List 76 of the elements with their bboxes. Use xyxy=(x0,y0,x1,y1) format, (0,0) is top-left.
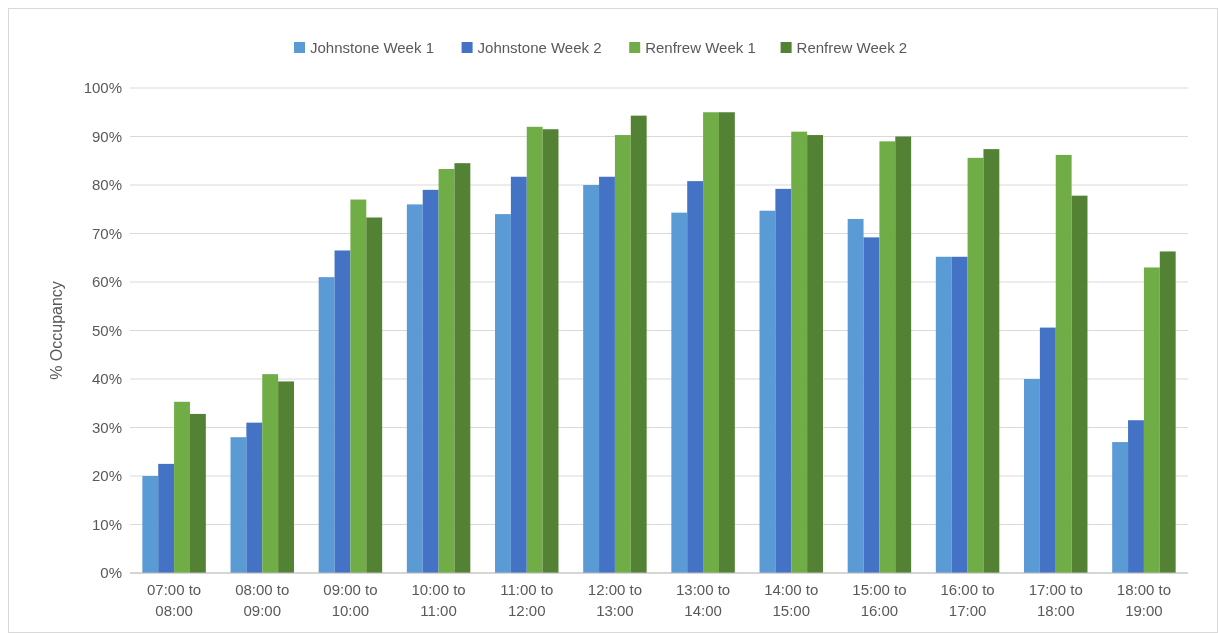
bar xyxy=(703,112,719,573)
bar xyxy=(334,250,351,573)
y-tick-label: 70% xyxy=(91,224,122,242)
y-tick-label: 60% xyxy=(91,273,122,291)
x-tick-label: 07:00 to 08:00 xyxy=(146,581,202,619)
bar xyxy=(366,217,383,573)
bar xyxy=(687,181,704,573)
y-tick-label: 20% xyxy=(91,467,122,485)
bar xyxy=(495,214,511,573)
bar xyxy=(526,126,543,573)
bar xyxy=(807,135,823,573)
x-tick-label: 15:00 to 16:00 xyxy=(852,581,907,619)
bar xyxy=(614,135,631,573)
x-tick-label: 17:00 to 18:00 xyxy=(1028,581,1083,619)
legend-label: Renfrew Week 1 xyxy=(645,39,756,57)
bar xyxy=(406,204,423,573)
bar xyxy=(630,115,647,573)
bar xyxy=(895,136,912,573)
x-tick-label: 13:00 to 14:00 xyxy=(675,581,731,619)
x-tick-label: 12:00 to 13:00 xyxy=(587,581,643,619)
y-tick-label: 100% xyxy=(83,79,122,97)
x-tick-label: 09:00 to 10:00 xyxy=(323,581,378,619)
y-tick-label: 50% xyxy=(91,321,122,339)
x-tick-label: 08:00 to 09:00 xyxy=(235,581,290,619)
bar xyxy=(1071,195,1088,573)
bar xyxy=(935,256,952,573)
bar xyxy=(278,381,294,573)
x-tick-label: 16:00 to 17:00 xyxy=(940,581,995,619)
bar xyxy=(847,218,864,573)
bar xyxy=(510,176,527,573)
bar xyxy=(863,237,880,573)
bar xyxy=(174,401,190,573)
y-tick-label: 30% xyxy=(91,418,122,436)
bar xyxy=(671,212,688,573)
bar xyxy=(1024,379,1040,573)
bar xyxy=(350,199,367,573)
bar xyxy=(1128,420,1144,573)
bar xyxy=(951,256,968,573)
bar xyxy=(542,129,559,573)
y-tick-label: 90% xyxy=(91,127,122,145)
bar xyxy=(759,210,776,573)
legend-label: Johnstone Week 2 xyxy=(477,39,602,57)
bar xyxy=(983,149,1000,573)
x-tick-label: 11:00 to 12:00 xyxy=(500,581,554,619)
y-tick-label: 10% xyxy=(91,515,122,533)
bar xyxy=(1039,327,1056,573)
x-tick-label: 18:00 to 19:00 xyxy=(1116,581,1172,619)
bar xyxy=(1159,251,1176,573)
bar xyxy=(1055,154,1072,573)
bar xyxy=(142,476,159,573)
bar xyxy=(967,157,984,573)
bar xyxy=(583,185,600,573)
x-tick-label: 14:00 to 15:00 xyxy=(764,581,819,619)
y-tick-label: 80% xyxy=(91,176,122,194)
legend-label: Johnstone Week 1 xyxy=(310,39,434,57)
bar xyxy=(318,277,335,573)
bar xyxy=(454,163,471,573)
bar xyxy=(718,112,735,573)
bar xyxy=(189,413,206,573)
y-axis-title: % Occupancy xyxy=(48,281,65,380)
y-tick-label: 0% xyxy=(100,564,122,582)
bar xyxy=(422,189,439,573)
legend-label: Renfrew Week 2 xyxy=(796,39,908,57)
bar xyxy=(246,422,263,573)
bar xyxy=(599,176,615,573)
bar xyxy=(879,141,896,573)
bar xyxy=(438,169,455,573)
bar xyxy=(262,374,279,573)
bar xyxy=(775,188,792,573)
bar xyxy=(1112,442,1129,573)
bar xyxy=(158,463,175,573)
bar xyxy=(791,131,808,573)
y-tick-label: 40% xyxy=(91,370,122,388)
bar xyxy=(230,437,247,573)
bar xyxy=(1143,267,1160,573)
x-tick-label: 10:00 to 11:00 xyxy=(411,581,466,619)
